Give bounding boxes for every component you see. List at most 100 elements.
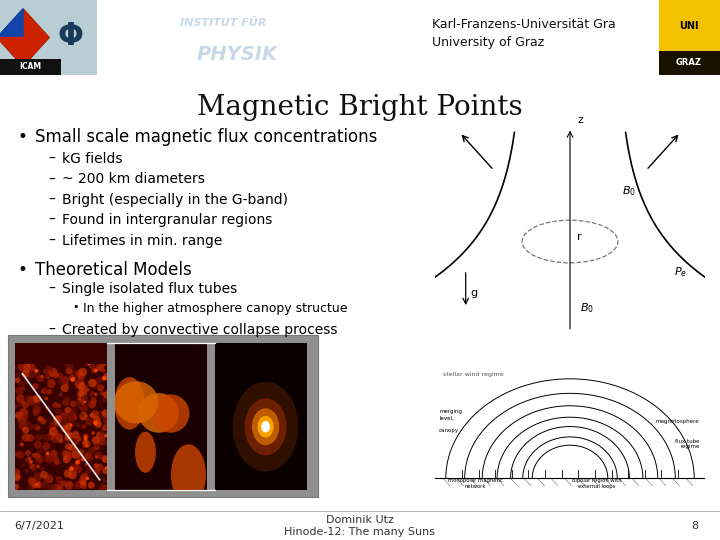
Point (55, 417, 67, 426)
Point (61, 395, 73, 404)
Point (10, 468, 22, 477)
Bar (616, 0, 659, 75)
Point (37, 433, 48, 441)
Point (73, 380, 84, 388)
Text: –: – (48, 282, 55, 296)
Point (32, 394, 43, 403)
Point (55, 413, 67, 421)
Point (84, 450, 95, 458)
Point (101, 415, 112, 424)
Point (41, 368, 53, 377)
Point (79, 438, 91, 447)
Point (9, 363, 21, 372)
Text: PHYSIK: PHYSIK (197, 44, 278, 64)
Text: –: – (48, 172, 55, 186)
Point (21, 420, 32, 428)
Point (31, 406, 42, 414)
Point (11, 472, 22, 481)
Point (17, 362, 28, 371)
Ellipse shape (135, 431, 156, 473)
Point (58, 411, 70, 420)
Point (15, 450, 27, 459)
Text: Found in intergranular regions: Found in intergranular regions (62, 213, 272, 227)
Point (98, 428, 109, 436)
Point (16, 380, 27, 388)
Point (26, 397, 37, 406)
Point (63, 433, 74, 441)
Point (45, 418, 57, 427)
Point (40, 368, 51, 376)
Point (16, 416, 27, 424)
Point (55, 389, 66, 397)
Point (42, 364, 53, 373)
Point (74, 458, 86, 467)
Point (91, 467, 103, 476)
Point (74, 454, 86, 463)
Point (61, 455, 73, 464)
Point (94, 421, 105, 430)
Point (89, 366, 100, 374)
Point (94, 463, 106, 471)
Point (90, 390, 102, 399)
Point (66, 418, 78, 427)
Point (90, 366, 102, 375)
Point (81, 474, 93, 483)
Point (30, 382, 41, 390)
Point (50, 372, 61, 380)
Point (65, 416, 76, 424)
Point (48, 483, 60, 491)
Point (17, 408, 29, 416)
Point (50, 484, 62, 492)
Point (99, 374, 110, 382)
Text: ICAM: ICAM (19, 62, 41, 71)
Point (55, 390, 66, 399)
Point (10, 483, 22, 491)
Point (45, 379, 57, 388)
Text: –: – (48, 213, 55, 227)
Point (55, 484, 66, 492)
Point (79, 397, 91, 406)
Point (93, 451, 104, 460)
Ellipse shape (171, 444, 206, 505)
Point (32, 481, 44, 489)
Point (83, 467, 94, 475)
Point (35, 374, 47, 383)
Text: –: – (48, 152, 55, 166)
Point (88, 446, 99, 454)
Point (22, 449, 34, 457)
Point (53, 401, 64, 410)
Point (77, 455, 89, 464)
Point (21, 456, 32, 464)
Point (53, 475, 65, 484)
Point (53, 433, 65, 441)
Point (42, 373, 53, 381)
Point (90, 418, 102, 427)
Point (25, 370, 37, 379)
Point (78, 478, 89, 487)
Point (21, 369, 32, 378)
Point (82, 399, 94, 407)
Text: Φ: Φ (58, 22, 84, 51)
Point (26, 462, 37, 471)
Point (86, 361, 98, 370)
Point (73, 481, 84, 489)
Point (20, 413, 32, 421)
Point (96, 389, 108, 398)
Point (91, 441, 102, 450)
Point (32, 462, 44, 471)
Point (21, 467, 32, 475)
Bar (0, 58, 61, 75)
Text: In the higher atmosphere canopy structue: In the higher atmosphere canopy structue (83, 302, 348, 315)
Point (26, 477, 37, 486)
Point (86, 411, 98, 420)
Point (64, 429, 76, 438)
Point (19, 401, 31, 409)
Point (77, 379, 89, 387)
Point (12, 370, 24, 379)
Point (76, 398, 88, 407)
Point (58, 424, 70, 433)
Point (41, 367, 53, 376)
Point (100, 431, 112, 440)
Point (32, 451, 43, 460)
Point (42, 403, 53, 412)
